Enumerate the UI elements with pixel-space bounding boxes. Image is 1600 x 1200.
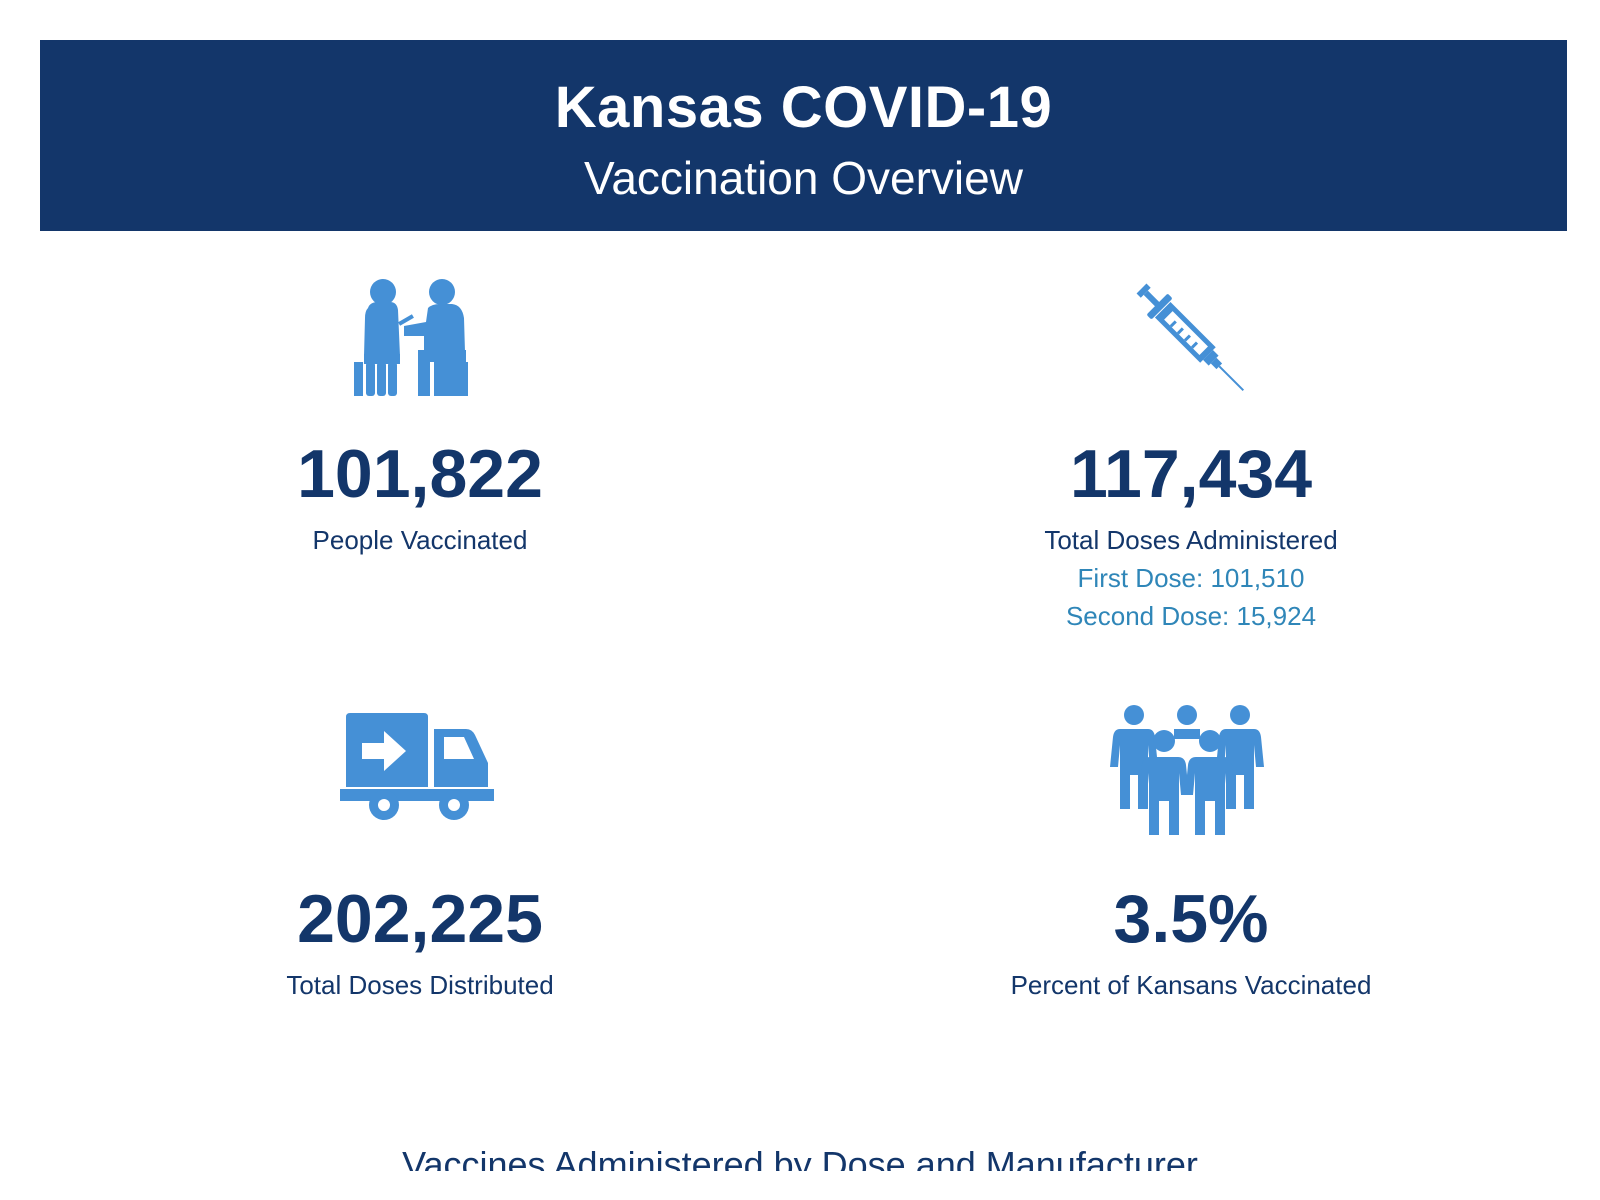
people-vaccinated-value: 101,822 [297,436,543,512]
page-title: Kansas COVID-19 [554,75,1053,140]
page-subtitle: Vaccination Overview [584,152,1023,204]
syringe-icon [1136,283,1245,392]
percent-vaccinated-value: 3.5% [1113,881,1269,957]
group-of-people-icon [1110,705,1264,835]
vaccination-scene-icon [354,279,468,396]
first-dose-detail: First Dose: 101,510 [1077,563,1305,593]
delivery-truck-icon [340,713,494,820]
total-doses-administered-label: Total Doses Administered [1044,525,1338,555]
header-banner: Kansas COVID-19 Vaccination Overview [40,40,1567,231]
people-vaccinated-label: People Vaccinated [312,525,528,555]
percent-vaccinated-label: Percent of Kansans Vaccinated [1010,970,1372,1000]
second-dose-detail: Second Dose: 15,924 [1065,601,1317,631]
total-doses-distributed-value: 202,225 [297,881,543,957]
total-doses-distributed-label: Total Doses Distributed [286,970,554,1000]
section-title: Vaccines Administered by Dose and Manufa… [402,1144,1198,1171]
total-doses-administered-value: 117,434 [1069,436,1313,512]
